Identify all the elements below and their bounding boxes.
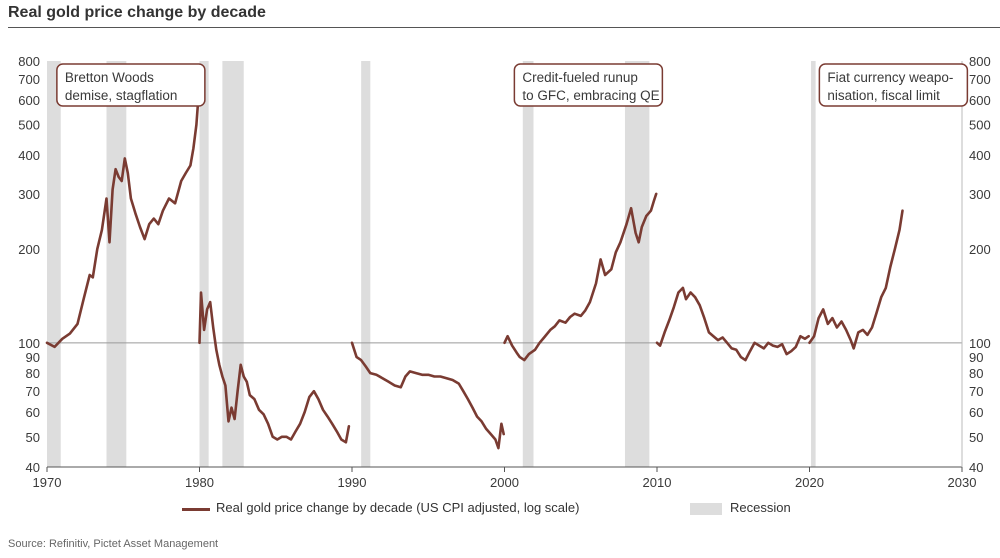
y-tick-label-right-200: 200 <box>969 242 991 257</box>
series-line-2020s <box>808 209 904 350</box>
y-tick-label-right-100: 100 <box>969 336 991 351</box>
annotation-text-0-0: Bretton Woods <box>65 70 154 85</box>
y-tick-label-left-600: 600 <box>18 93 40 108</box>
y-tick-label-left-700: 700 <box>18 72 40 87</box>
x-tick-label-1990: 1990 <box>338 475 367 490</box>
y-tick-label-left-60: 60 <box>26 405 40 420</box>
series-line-1990s <box>350 341 506 450</box>
y-tick-label-right-50: 50 <box>969 430 983 445</box>
annotation-text-1-0: Credit-fueled runup <box>522 70 638 85</box>
y-tick-label-left-300: 300 <box>18 187 40 202</box>
y-tick-label-left-70: 70 <box>26 384 40 399</box>
y-tick-label-right-600: 600 <box>969 93 991 108</box>
recession-band-6 <box>624 61 650 467</box>
x-tick-label-2020: 2020 <box>795 475 824 490</box>
y-tick-label-left-100: 100 <box>18 336 40 351</box>
annotation-text-2-0: Fiat currency weapo- <box>827 70 953 85</box>
source-note: Source: Refinitiv, Pictet Asset Manageme… <box>8 538 219 550</box>
series-line-1970s <box>45 92 200 349</box>
x-tick-label-2000: 2000 <box>490 475 519 490</box>
x-tick-label-2030: 2030 <box>948 475 977 490</box>
y-tick-label-right-300: 300 <box>969 187 991 202</box>
y-tick-label-right-700: 700 <box>969 72 991 87</box>
chart-title: Real gold price change by decade <box>8 4 266 21</box>
annotation-text-0-1: demise, stagflation <box>65 88 178 103</box>
y-tick-label-right-40: 40 <box>969 460 983 475</box>
annotations: Bretton Woods demise, stagflation Credit-f… <box>56 63 969 107</box>
series-line-1980s <box>198 291 351 444</box>
legend-recession-label: Recession <box>730 500 791 515</box>
y-tick-label-left-80: 80 <box>26 366 40 381</box>
x-tick-label-2010: 2010 <box>643 475 672 490</box>
recession-band-3 <box>222 61 244 467</box>
y-tick-label-right-800: 800 <box>969 54 991 69</box>
y-tick-label-left-50: 50 <box>26 430 40 445</box>
recession-band-4 <box>361 61 371 467</box>
title-divider <box>8 27 1000 28</box>
y-tick-label-right-400: 400 <box>969 148 991 163</box>
recession-band-5 <box>522 61 534 467</box>
y-tick-label-right-90: 90 <box>969 350 983 365</box>
legend-recession-swatch <box>690 503 722 515</box>
y-tick-label-left-800: 800 <box>18 54 40 69</box>
x-tick-label-1980: 1980 <box>185 475 214 490</box>
y-tick-label-right-70: 70 <box>969 384 983 399</box>
annotation-text-2-1: nisation, fiscal limit <box>827 88 940 103</box>
y-tick-label-right-500: 500 <box>969 118 991 133</box>
annotation-box-2 <box>818 63 969 107</box>
y-tick-label-left-500: 500 <box>18 118 40 133</box>
annotation-box-1 <box>513 63 664 107</box>
y-tick-label-right-60: 60 <box>969 405 983 420</box>
recession-band-2 <box>199 61 209 467</box>
legend: Real gold price change by decade (US CPI… <box>0 499 1000 519</box>
recession-band-0 <box>47 61 61 467</box>
recession-band-1 <box>106 61 127 467</box>
annotation-text-1-1: to GFC, embracing QE <box>522 88 659 103</box>
y-tick-label-right-80: 80 <box>969 366 983 381</box>
series-line-2000s <box>503 192 658 362</box>
legend-line-swatch <box>182 508 210 511</box>
legend-line-label: Real gold price change by decade (US CPI… <box>216 500 580 515</box>
annotation-box-0 <box>56 63 206 107</box>
series-line-2010s <box>655 286 811 362</box>
y-tick-label-left-400: 400 <box>18 148 40 163</box>
recession-band-7 <box>811 61 816 467</box>
y-tick-label-left-200: 200 <box>18 242 40 257</box>
series-layer <box>45 92 904 450</box>
y-tick-label-left-40: 40 <box>26 460 40 475</box>
recession-bands <box>47 61 816 467</box>
y-tick-label-left-90: 90 <box>26 350 40 365</box>
x-tick-label-1970: 1970 <box>33 475 62 490</box>
